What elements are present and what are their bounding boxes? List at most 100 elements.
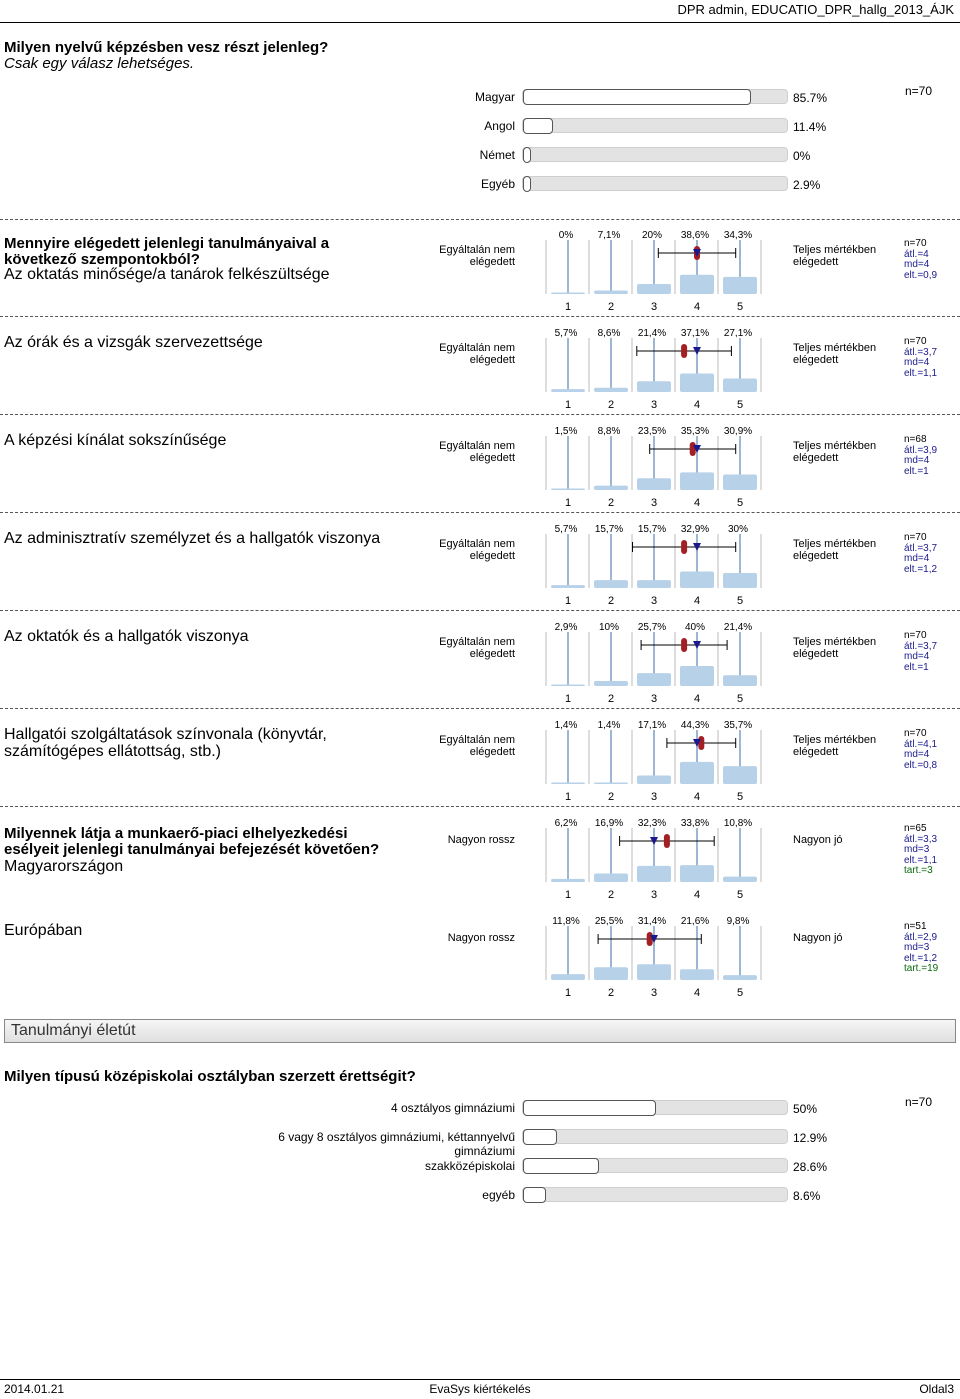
stat-value: átl.=3,3: [904, 833, 938, 845]
stat-value: md=4: [904, 749, 930, 760]
distribution-bar: [680, 571, 714, 588]
left-anchor: elégedett: [469, 550, 515, 562]
distribution-bar: [594, 967, 628, 980]
item-text: Hallgatói szolgáltatások színvonala (kön…: [4, 726, 327, 743]
median-marker: [650, 935, 658, 943]
distribution-bar: [594, 387, 628, 392]
bar-label: Egyéb: [480, 177, 515, 191]
stats: n=70 átl.=4,1 md=4 elt.=0,8: [904, 728, 938, 771]
pct-label: 17,1%: [638, 720, 666, 731]
scale-number: 5: [737, 791, 743, 803]
stat-value: elt.=1: [904, 465, 929, 477]
right-anchor: elégedett: [793, 256, 839, 268]
stat-value: n=68: [904, 434, 927, 445]
bar-value: [523, 1100, 656, 1116]
left-anchor: Nagyon rossz: [447, 932, 515, 944]
likert-chart: 2,9% 10% 25,7% 40% 21,4% 1 2 3 4 5: [545, 622, 762, 705]
pct-label: 23,5%: [638, 426, 666, 437]
bar-label: egyéb: [482, 1188, 515, 1202]
footer-date: 2014.01.21: [4, 1382, 65, 1396]
stat-value: md=3: [904, 844, 930, 855]
median-marker: [693, 445, 701, 453]
bar-track: [522, 89, 788, 105]
bar-percent: 28.6%: [793, 1160, 828, 1174]
stat-value: elt.=1,1: [904, 854, 938, 866]
q3-title: Milyen típusú középiskolai osztályban sz…: [4, 1068, 416, 1085]
scale-number: 4: [694, 693, 700, 705]
divider: [0, 806, 960, 807]
distribution-bar: [637, 964, 671, 980]
pct-label: 38,6%: [681, 230, 709, 241]
pct-label: 25,7%: [638, 622, 666, 633]
bar-track: [522, 1187, 788, 1203]
bar-percent: 11.4%: [793, 120, 827, 134]
scale-number: 5: [737, 987, 743, 999]
stat-value: n=70: [904, 238, 927, 249]
scale-number: 2: [608, 693, 614, 705]
right-anchor: elégedett: [793, 746, 839, 758]
distribution-bar: [680, 666, 714, 686]
bar-label: szakközépiskolai: [424, 1159, 515, 1173]
distribution-bar: [637, 381, 671, 392]
distribution-bar: [637, 865, 671, 882]
bar-value: [523, 1187, 546, 1203]
right-anchor: elégedett: [793, 550, 839, 562]
bar-label: Német: [479, 148, 515, 162]
bar-label: 6 vagy 8 osztályos gimnáziumi, kéttannye…: [278, 1130, 515, 1158]
scale-number: 1: [565, 399, 571, 411]
stat-value: átl.=3,7: [904, 640, 938, 652]
likert-chart: 1,5% 8,8% 23,5% 35,3% 30,9% 1 2 3 4 5: [545, 426, 762, 509]
scale-number: 1: [565, 693, 571, 705]
footer-page: Oldal3: [919, 1382, 954, 1396]
distribution-bar: [594, 290, 628, 294]
stat-value: tart.=3: [904, 865, 933, 876]
scale-number: 2: [608, 399, 614, 411]
scale-number: 2: [608, 595, 614, 607]
stat-value: md=3: [904, 942, 930, 953]
distribution-bar: [723, 573, 757, 588]
distribution-bar: [723, 276, 757, 294]
distribution-bar: [723, 876, 757, 882]
bar-percent: 50%: [793, 1102, 818, 1116]
stats: n=70 átl.=3,7 md=4 elt.=1,1: [904, 336, 938, 379]
footer-center: EvaSys kiértékelés: [429, 1382, 531, 1396]
pct-label: 37,1%: [681, 328, 709, 339]
bar-percent: 0%: [793, 149, 811, 163]
scale-number: 2: [608, 987, 614, 999]
likert-chart: 1,4% 1,4% 17,1% 44,3% 35,7% 1 2 3 4 5: [545, 720, 762, 803]
stat-value: átl.=2,9: [904, 931, 938, 943]
pct-label: 31,4%: [638, 916, 666, 927]
scale-number: 4: [694, 987, 700, 999]
right-anchor: elégedett: [793, 354, 839, 366]
scale-number: 4: [694, 399, 700, 411]
bar-percent: 2.9%: [793, 178, 821, 192]
distribution-bar: [637, 580, 671, 588]
header-divider: [0, 22, 960, 23]
scale-number: 4: [694, 889, 700, 901]
scale-number: 1: [565, 595, 571, 607]
bar-value: [523, 1158, 600, 1174]
pct-label: 34,3%: [724, 230, 752, 241]
distribution-bar: [680, 969, 714, 980]
pct-label: 1,5%: [555, 426, 578, 437]
distribution-bar: [723, 474, 757, 490]
pct-label: 0%: [559, 230, 574, 241]
pct-label: 16,9%: [595, 818, 623, 829]
distribution-bar: [723, 975, 757, 980]
stat-value: n=70: [904, 532, 927, 543]
stat-value: átl.=4,1: [904, 738, 938, 750]
right-anchor: Teljes mértékben: [793, 636, 877, 648]
distribution-bar: [594, 782, 628, 784]
divider: [0, 610, 960, 611]
right-anchor: Teljes mértékben: [793, 342, 877, 354]
stat-value: elt.=1,1: [904, 367, 938, 379]
pct-label: 44,3%: [681, 720, 709, 731]
stat-value: elt.=1,2: [904, 563, 938, 575]
left-anchor: Egyáltalán nem: [439, 734, 515, 746]
bar-value: [523, 147, 531, 163]
pct-label: 25,5%: [595, 916, 623, 927]
bar-value: [523, 1129, 558, 1145]
scale-number: 5: [737, 301, 743, 313]
right-anchor: Teljes mértékben: [793, 440, 877, 452]
stats: n=68 átl.=3,9 md=4 elt.=1: [904, 434, 937, 477]
